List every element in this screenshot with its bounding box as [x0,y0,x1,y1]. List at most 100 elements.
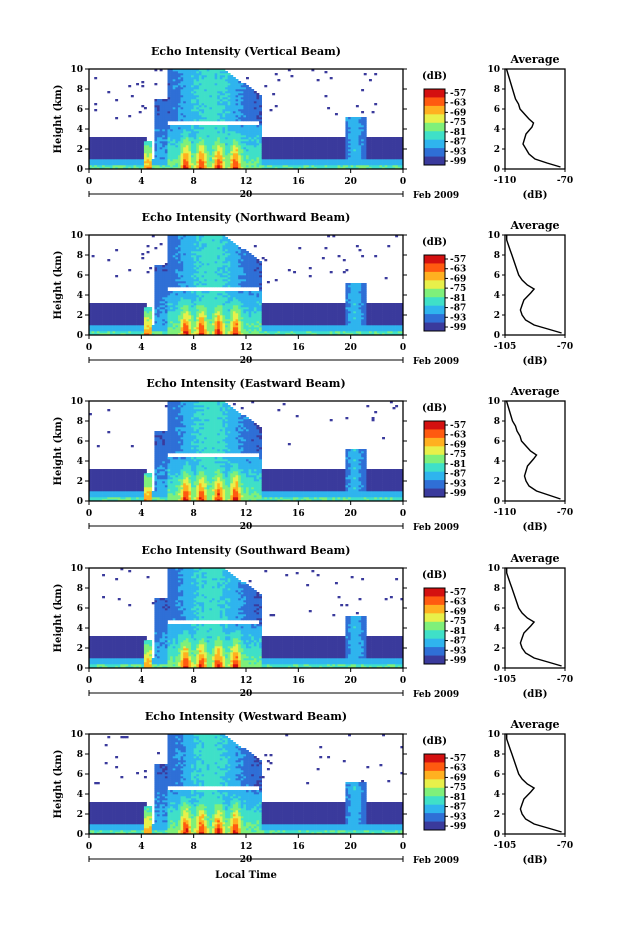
heatmap-cell [94,305,97,307]
heatmap-cell [330,161,333,163]
heatmap-cell [243,97,246,99]
heatmap-cell [196,163,199,165]
heatmap-cell [154,133,157,135]
heatmap-cell [181,145,184,147]
heatmap-cell [199,329,202,331]
heatmap-cell [275,143,278,145]
heatmap-cell [194,315,197,317]
heatmap-cell [236,91,239,93]
heatmap-cell [222,321,225,323]
heatmap-cell [374,153,377,155]
heatmap-cell [364,153,367,155]
heatmap-cell [340,165,343,167]
heatmap-cell [183,157,186,159]
heatmap-cell [149,311,152,313]
heatmap-cell [157,277,160,279]
heatmap-cell [345,139,348,141]
heatmap-cell [319,151,322,153]
heatmap-cell [120,161,123,163]
heatmap-cell [105,313,108,315]
heatmap-cell [233,85,236,87]
heatmap-cell [254,125,257,127]
heatmap-cell [183,85,186,87]
heatmap-cell [186,153,189,155]
heatmap-cell [204,99,207,101]
heatmap-cell [270,165,273,167]
heatmap-cell [220,161,223,163]
heatmap-cell [249,157,252,159]
heatmap-cell [157,117,160,119]
heatmap-cell [115,149,118,151]
heatmap-cell [217,267,220,269]
heatmap-cell [149,323,152,325]
heatmap-cell [246,129,249,131]
heatmap-cell [393,151,396,153]
heatmap-cell [327,161,330,163]
heatmap-cell [173,151,176,153]
heatmap-cell [230,99,233,101]
heatmap-cell [233,129,236,131]
heatmap-cell [183,285,186,287]
heatmap-cell [325,155,328,157]
heatmap-cell [175,323,178,325]
heatmap-cell [144,305,147,307]
heatmap-cell [259,133,262,135]
heatmap-cell [369,163,372,165]
heatmap-cell [332,143,335,145]
heatmap-cell [160,291,163,293]
heatmap-cell [152,329,155,331]
heatmap-cell [144,155,147,157]
heatmap-cell [107,319,110,321]
y-tick-label: 4 [77,125,83,135]
heatmap-cell [238,101,241,103]
heatmap-cell [175,255,178,257]
heatmap-cell [110,317,113,319]
heatmap-cell [236,157,239,159]
heatmap-cell [165,107,168,109]
heatmap-cell [280,163,283,165]
heatmap-cell [144,319,147,321]
heatmap-cell [183,319,186,321]
heatmap-cell [154,119,157,121]
heatmap-cell [215,73,218,75]
heatmap-cell [186,317,189,319]
heatmap-cell [249,107,252,109]
heatmap-cell [243,103,246,105]
heatmap-cell [168,129,171,131]
heatmap-cell [92,305,95,307]
heatmap-cell [209,117,212,119]
heatmap-cell [225,291,228,293]
heatmap-cell [204,327,207,329]
heatmap-cell [264,163,267,165]
heatmap-cell [241,135,244,137]
heatmap-cell [217,115,220,117]
heatmap-cell [191,139,194,141]
heatmap-cell [92,137,95,139]
heatmap-cell [212,97,215,99]
heatmap-cell [188,103,191,105]
heatmap-cell [168,87,171,89]
heatmap-cell [173,101,176,103]
heatmap-cell [136,315,139,317]
heatmap-cell [272,165,275,167]
heatmap-cell [249,161,252,163]
heatmap-cell [175,243,178,245]
heatmap-cell [207,143,210,145]
heatmap-cell [160,265,163,267]
heatmap-cell [123,305,126,307]
heatmap-cell [256,125,259,127]
heatmap-cell [181,315,184,317]
heatmap-cell [181,253,184,255]
heatmap-cell [225,281,228,283]
heatmap-cell [207,285,210,287]
heatmap-cell [157,145,160,147]
heatmap-cell [173,273,176,275]
heatmap-cell [199,109,202,111]
heatmap-cell [188,159,191,161]
heatmap-cell [168,247,171,249]
heatmap-cell [175,331,178,333]
heatmap-cell [199,97,202,99]
heatmap-cell [230,139,233,141]
heatmap-cell [196,119,199,121]
heatmap-cell [212,331,215,333]
